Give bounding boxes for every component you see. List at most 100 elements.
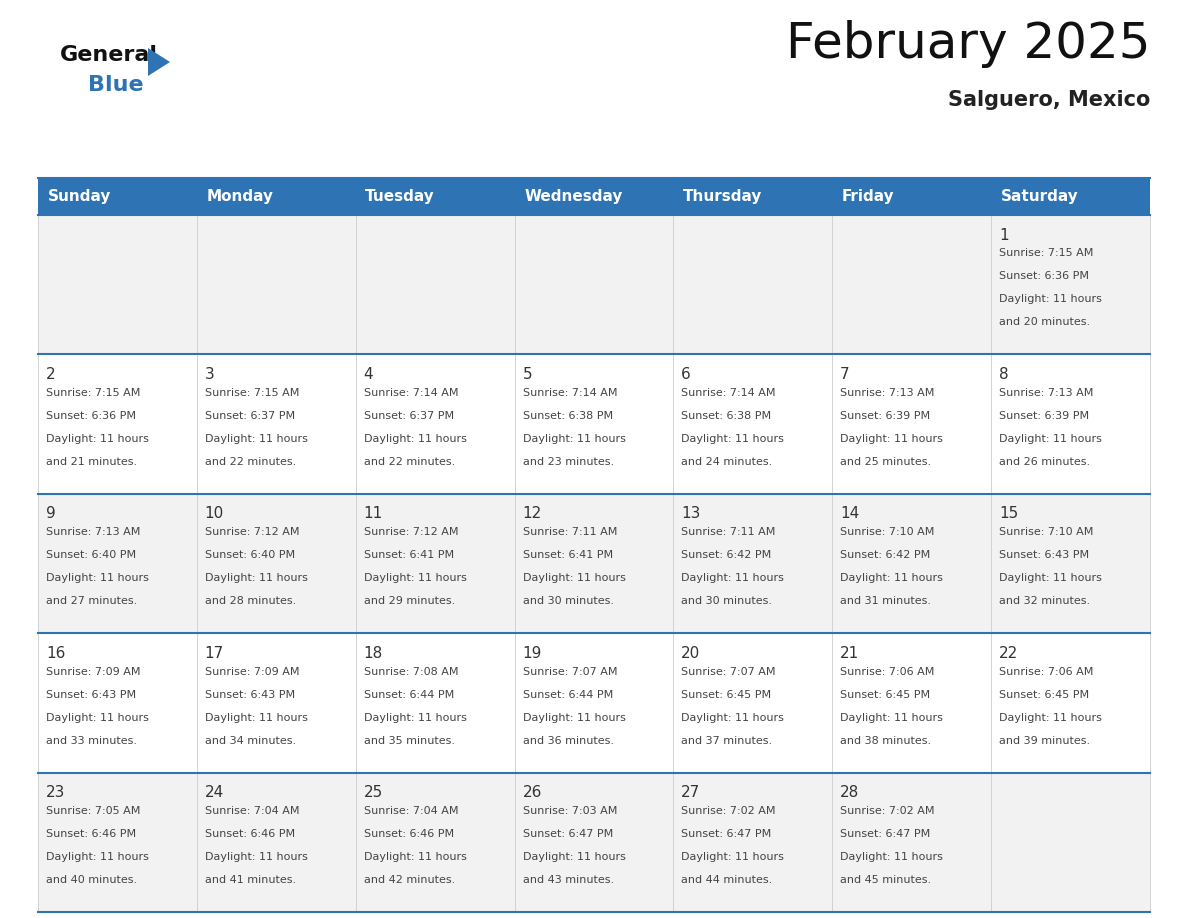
Text: Daylight: 11 hours: Daylight: 11 hours bbox=[682, 852, 784, 862]
Text: Daylight: 11 hours: Daylight: 11 hours bbox=[364, 712, 467, 722]
Text: Daylight: 11 hours: Daylight: 11 hours bbox=[46, 712, 148, 722]
Text: 2: 2 bbox=[46, 367, 56, 382]
Text: Sunset: 6:45 PM: Sunset: 6:45 PM bbox=[840, 689, 930, 700]
Bar bbox=[514, 215, 674, 354]
Text: 11: 11 bbox=[364, 507, 383, 521]
Bar bbox=[674, 773, 833, 912]
Text: Daylight: 11 hours: Daylight: 11 hours bbox=[46, 852, 148, 862]
Text: Tuesday: Tuesday bbox=[365, 189, 435, 204]
Text: Sunset: 6:42 PM: Sunset: 6:42 PM bbox=[840, 550, 930, 560]
Text: and 30 minutes.: and 30 minutes. bbox=[523, 597, 613, 606]
Text: Sunset: 6:44 PM: Sunset: 6:44 PM bbox=[523, 689, 613, 700]
Text: 26: 26 bbox=[523, 785, 542, 800]
Bar bbox=[514, 178, 674, 215]
Text: and 29 minutes.: and 29 minutes. bbox=[364, 597, 455, 606]
Bar bbox=[833, 354, 991, 494]
Text: Sunset: 6:47 PM: Sunset: 6:47 PM bbox=[523, 829, 613, 839]
Text: 22: 22 bbox=[999, 645, 1018, 661]
Bar bbox=[674, 494, 833, 633]
Text: and 25 minutes.: and 25 minutes. bbox=[840, 457, 931, 467]
Text: 3: 3 bbox=[204, 367, 215, 382]
Text: Daylight: 11 hours: Daylight: 11 hours bbox=[364, 852, 467, 862]
Text: Daylight: 11 hours: Daylight: 11 hours bbox=[523, 573, 625, 583]
Text: Daylight: 11 hours: Daylight: 11 hours bbox=[682, 434, 784, 444]
Text: 28: 28 bbox=[840, 785, 859, 800]
Text: and 21 minutes.: and 21 minutes. bbox=[46, 457, 137, 467]
Bar bbox=[355, 633, 514, 773]
Text: Sunrise: 7:13 AM: Sunrise: 7:13 AM bbox=[840, 388, 935, 397]
Text: Sunrise: 7:05 AM: Sunrise: 7:05 AM bbox=[46, 806, 140, 816]
Text: Sunrise: 7:02 AM: Sunrise: 7:02 AM bbox=[682, 806, 776, 816]
Text: and 39 minutes.: and 39 minutes. bbox=[999, 735, 1091, 745]
Text: Sunset: 6:37 PM: Sunset: 6:37 PM bbox=[204, 411, 295, 420]
Text: and 34 minutes.: and 34 minutes. bbox=[204, 735, 296, 745]
Text: Daylight: 11 hours: Daylight: 11 hours bbox=[204, 434, 308, 444]
Text: and 24 minutes.: and 24 minutes. bbox=[682, 457, 772, 467]
Text: Sunset: 6:40 PM: Sunset: 6:40 PM bbox=[46, 550, 137, 560]
Text: and 36 minutes.: and 36 minutes. bbox=[523, 735, 613, 745]
Bar bbox=[355, 494, 514, 633]
Text: Sunrise: 7:14 AM: Sunrise: 7:14 AM bbox=[523, 388, 617, 397]
Bar bbox=[38, 633, 197, 773]
Text: 20: 20 bbox=[682, 645, 701, 661]
Text: and 41 minutes.: and 41 minutes. bbox=[204, 875, 296, 885]
Text: Sunset: 6:44 PM: Sunset: 6:44 PM bbox=[364, 689, 454, 700]
Text: Sunrise: 7:07 AM: Sunrise: 7:07 AM bbox=[682, 666, 776, 677]
Bar bbox=[833, 773, 991, 912]
Bar bbox=[674, 633, 833, 773]
Text: and 38 minutes.: and 38 minutes. bbox=[840, 735, 931, 745]
Text: and 20 minutes.: and 20 minutes. bbox=[999, 318, 1091, 328]
Bar bbox=[833, 178, 991, 215]
Text: and 42 minutes.: and 42 minutes. bbox=[364, 875, 455, 885]
Bar bbox=[514, 354, 674, 494]
Text: Sunrise: 7:06 AM: Sunrise: 7:06 AM bbox=[999, 666, 1093, 677]
Bar bbox=[38, 354, 197, 494]
Polygon shape bbox=[148, 48, 170, 76]
Text: Sunset: 6:45 PM: Sunset: 6:45 PM bbox=[682, 689, 771, 700]
Text: 14: 14 bbox=[840, 507, 859, 521]
Bar bbox=[514, 773, 674, 912]
Text: 18: 18 bbox=[364, 645, 383, 661]
Text: Sunset: 6:46 PM: Sunset: 6:46 PM bbox=[364, 829, 454, 839]
Text: Sunrise: 7:13 AM: Sunrise: 7:13 AM bbox=[999, 388, 1093, 397]
Text: and 33 minutes.: and 33 minutes. bbox=[46, 735, 137, 745]
Text: Daylight: 11 hours: Daylight: 11 hours bbox=[840, 852, 943, 862]
Text: 24: 24 bbox=[204, 785, 225, 800]
Bar bbox=[991, 494, 1150, 633]
Text: 12: 12 bbox=[523, 507, 542, 521]
Text: Sunset: 6:42 PM: Sunset: 6:42 PM bbox=[682, 550, 772, 560]
Text: Sunrise: 7:04 AM: Sunrise: 7:04 AM bbox=[364, 806, 459, 816]
Bar bbox=[674, 354, 833, 494]
Bar bbox=[197, 773, 355, 912]
Text: Daylight: 11 hours: Daylight: 11 hours bbox=[46, 434, 148, 444]
Text: Daylight: 11 hours: Daylight: 11 hours bbox=[999, 712, 1102, 722]
Text: Daylight: 11 hours: Daylight: 11 hours bbox=[364, 573, 467, 583]
Text: and 40 minutes.: and 40 minutes. bbox=[46, 875, 137, 885]
Text: 9: 9 bbox=[46, 507, 56, 521]
Text: 10: 10 bbox=[204, 507, 225, 521]
Text: Wednesday: Wednesday bbox=[524, 189, 623, 204]
Text: Sunset: 6:46 PM: Sunset: 6:46 PM bbox=[204, 829, 295, 839]
Text: 19: 19 bbox=[523, 645, 542, 661]
Text: Sunset: 6:36 PM: Sunset: 6:36 PM bbox=[999, 272, 1089, 282]
Text: Sunrise: 7:11 AM: Sunrise: 7:11 AM bbox=[523, 527, 617, 537]
Text: 17: 17 bbox=[204, 645, 225, 661]
Text: Daylight: 11 hours: Daylight: 11 hours bbox=[46, 573, 148, 583]
Bar bbox=[674, 178, 833, 215]
Text: 8: 8 bbox=[999, 367, 1009, 382]
Text: Sunrise: 7:12 AM: Sunrise: 7:12 AM bbox=[364, 527, 459, 537]
Bar bbox=[514, 633, 674, 773]
Text: Sunset: 6:41 PM: Sunset: 6:41 PM bbox=[523, 550, 613, 560]
Text: Sunrise: 7:09 AM: Sunrise: 7:09 AM bbox=[46, 666, 140, 677]
Text: 7: 7 bbox=[840, 367, 849, 382]
Text: 5: 5 bbox=[523, 367, 532, 382]
Text: Sunrise: 7:06 AM: Sunrise: 7:06 AM bbox=[840, 666, 935, 677]
Bar bbox=[833, 215, 991, 354]
Text: February 2025: February 2025 bbox=[785, 20, 1150, 68]
Text: Blue: Blue bbox=[88, 75, 144, 95]
Text: Sunrise: 7:08 AM: Sunrise: 7:08 AM bbox=[364, 666, 459, 677]
Text: and 26 minutes.: and 26 minutes. bbox=[999, 457, 1091, 467]
Text: Sunset: 6:39 PM: Sunset: 6:39 PM bbox=[999, 411, 1089, 420]
Bar bbox=[355, 178, 514, 215]
Bar bbox=[991, 178, 1150, 215]
